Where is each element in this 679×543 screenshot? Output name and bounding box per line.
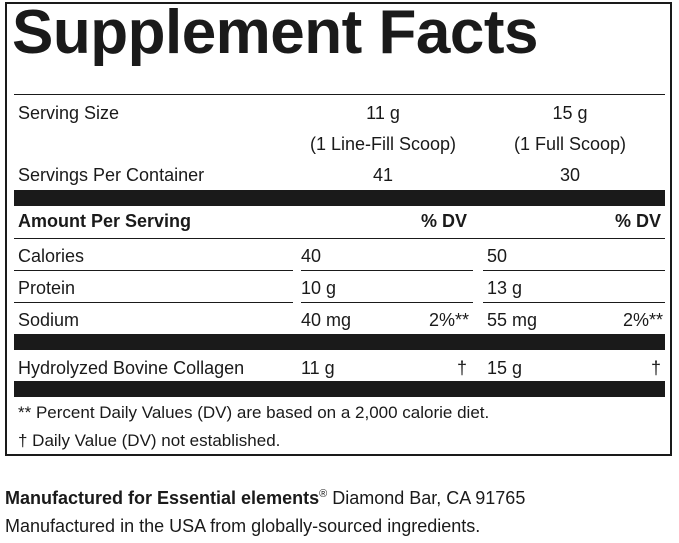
nutrient-name: Calories: [18, 246, 85, 266]
row-divider-col1: [301, 270, 473, 271]
serving-size-col1-note: (1 Line-Fill Scoop): [309, 134, 457, 154]
thick-divider-bottom: [14, 381, 665, 397]
manufacturer-name: Manufactured for Essential elements: [5, 488, 320, 508]
amount-per-serving-header: Amount Per Serving: [18, 211, 192, 231]
dv-header-col2: % DV: [614, 211, 661, 231]
nutrient-dv-col2: 2%**: [622, 310, 663, 330]
thick-divider-top: [14, 190, 665, 206]
serving-size-col1-amount: 11 g: [366, 103, 400, 123]
footnote-dv-basis: ** Percent Daily Values (DV) are based o…: [18, 403, 490, 422]
manufacturing-origin: Manufactured in the USA from globally-so…: [5, 516, 481, 536]
ingredient-amount-col1: 11 g: [301, 358, 335, 378]
supplement-facts-panel: Supplement Facts Serving Size 11 g 15 g …: [5, 0, 672, 456]
servings-per-container-label: Servings Per Container: [18, 165, 205, 185]
title-divider: [14, 94, 665, 95]
nutrient-name: Sodium: [18, 310, 80, 330]
row-divider-col1: [301, 302, 473, 303]
nutrient-dv-col1: 2%**: [428, 310, 469, 330]
servings-per-container-col1: 41: [372, 165, 394, 185]
nutrient-amount-col2: 55 mg: [487, 310, 538, 330]
dv-header-col1: % DV: [420, 211, 467, 231]
ingredient-amount-col2: 15 g: [487, 358, 523, 378]
serving-size-label: Serving Size: [18, 103, 120, 123]
ingredient-dv-col2: †: [650, 358, 661, 378]
registered-mark: ®: [319, 488, 328, 500]
row-divider-col2: [483, 270, 665, 271]
ingredient-dv-col1: †: [456, 358, 467, 378]
row-divider-label: [14, 302, 293, 303]
nutrient-amount-col1: 40 mg: [301, 310, 352, 330]
manufacturer-location: Diamond Bar, CA 91765: [327, 488, 526, 508]
row-divider-col2: [483, 302, 665, 303]
header-divider: [14, 238, 665, 239]
nutrient-name: Protein: [18, 278, 76, 298]
nutrient-amount-col1: 40: [301, 246, 322, 266]
thick-divider-middle: [14, 334, 665, 350]
nutrient-amount-col1: 10 g: [301, 278, 337, 298]
serving-size-col2-note: (1 Full Scoop): [513, 134, 627, 154]
manufacturer-line: Manufactured for Essential elements® Dia…: [5, 487, 525, 509]
serving-size-col2-amount: 15 g: [552, 103, 588, 123]
footnote-dv-not-established: † Daily Value (DV) not established.: [18, 431, 281, 450]
ingredient-name: Hydrolyzed Bovine Collagen: [18, 358, 245, 378]
servings-per-container-col2: 30: [559, 165, 581, 185]
row-divider-label: [14, 270, 293, 271]
nutrient-amount-col2: 50: [487, 246, 508, 266]
panel-title: Supplement Facts: [12, 0, 539, 67]
nutrient-amount-col2: 13 g: [487, 278, 523, 298]
